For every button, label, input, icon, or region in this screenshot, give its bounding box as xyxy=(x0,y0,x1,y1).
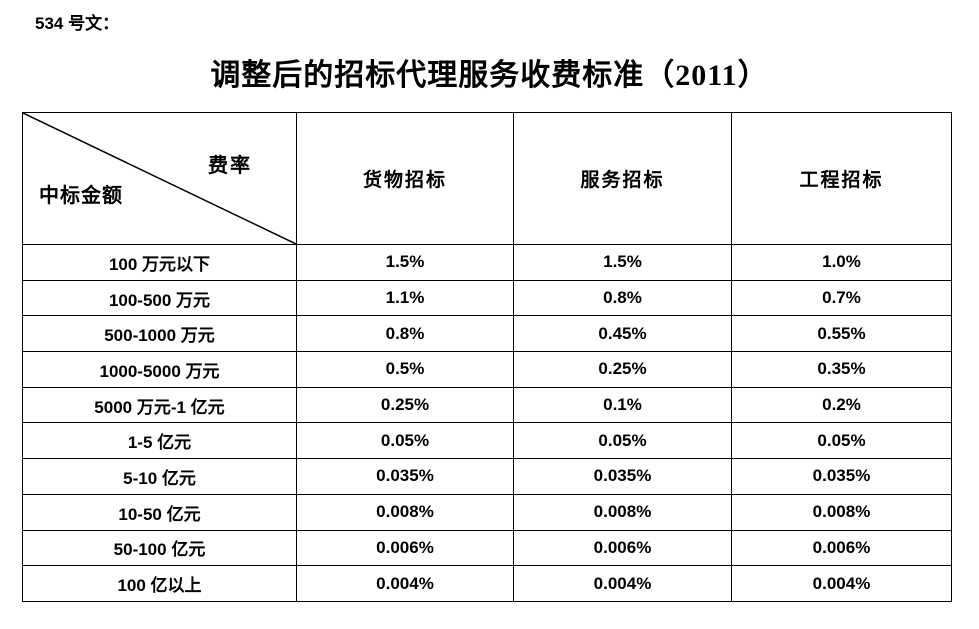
table-row: 100 万元以下 1.5% 1.5% 1.0% xyxy=(22,244,952,281)
amount-cell: 100 亿以上 xyxy=(22,565,297,602)
services-rate-cell: 0.45% xyxy=(513,315,732,353)
services-rate-cell: 0.25% xyxy=(513,351,732,388)
works-rate-cell: 0.006% xyxy=(731,529,952,567)
services-rate-cell: 0.004% xyxy=(513,565,732,602)
diagonal-divider-line xyxy=(23,113,296,244)
column-header-goods-bidding: 货物招标 xyxy=(296,112,514,245)
header-row: 费率 中标金额 货物招标 服务招标 工程招标 xyxy=(22,112,952,245)
goods-rate-cell: 0.8% xyxy=(296,315,514,353)
goods-rate-cell: 0.006% xyxy=(296,529,514,567)
page-title: 调整后的招标代理服务收费标准（2011） xyxy=(210,59,769,92)
goods-rate-cell: 0.5% xyxy=(296,351,514,388)
corner-header-cell: 费率 中标金额 xyxy=(22,112,297,245)
corner-label-bid-amount: 中标金额 xyxy=(39,185,123,207)
services-rate-cell: 0.8% xyxy=(513,279,732,317)
table-row: 1000-5000 万元 0.5% 0.25% 0.35% xyxy=(22,351,952,388)
fee-rate-table: 费率 中标金额 货物招标 服务招标 工程招标 100 万元以下 1.5% 1.5… xyxy=(22,112,952,602)
works-rate-cell: 0.004% xyxy=(731,565,952,602)
goods-rate-cell: 1.1% xyxy=(296,279,514,317)
amount-cell: 10-50 亿元 xyxy=(22,493,297,531)
goods-rate-cell: 0.035% xyxy=(296,458,514,495)
table-row: 5-10 亿元 0.035% 0.035% 0.035% xyxy=(22,458,952,495)
goods-rate-cell: 0.008% xyxy=(296,493,514,531)
works-rate-cell: 0.05% xyxy=(731,422,952,460)
works-rate-cell: 0.2% xyxy=(731,386,952,424)
services-rate-cell: 0.1% xyxy=(513,386,732,424)
column-header-service-bidding: 服务招标 xyxy=(513,112,732,245)
services-rate-cell: 0.008% xyxy=(513,493,732,531)
services-rate-cell: 0.05% xyxy=(513,422,732,460)
table-body: 100 万元以下 1.5% 1.5% 1.0% 100-500 万元 1.1% … xyxy=(22,244,952,602)
services-rate-cell: 0.006% xyxy=(513,529,732,567)
goods-rate-cell: 0.25% xyxy=(296,386,514,424)
table-row: 100-500 万元 1.1% 0.8% 0.7% xyxy=(22,279,952,317)
amount-cell: 500-1000 万元 xyxy=(22,315,297,353)
amount-cell: 5000 万元-1 亿元 xyxy=(22,386,297,424)
table-row: 50-100 亿元 0.006% 0.006% 0.006% xyxy=(22,529,952,567)
goods-rate-cell: 1.5% xyxy=(296,244,514,281)
goods-rate-cell: 0.05% xyxy=(296,422,514,460)
table-row: 500-1000 万元 0.8% 0.45% 0.55% xyxy=(22,315,952,353)
works-rate-cell: 1.0% xyxy=(731,244,952,281)
corner-label-fee-rate: 费率 xyxy=(208,155,252,177)
table-row: 1-5 亿元 0.05% 0.05% 0.05% xyxy=(22,422,952,460)
services-rate-cell: 0.035% xyxy=(513,458,732,495)
amount-cell: 100-500 万元 xyxy=(22,279,297,317)
works-rate-cell: 0.55% xyxy=(731,315,952,353)
amount-cell: 1000-5000 万元 xyxy=(22,351,297,388)
table-row: 100 亿以上 0.004% 0.004% 0.004% xyxy=(22,565,952,602)
table-header: 费率 中标金额 货物招标 服务招标 工程招标 xyxy=(22,112,952,245)
document-number-label: 534 号文： xyxy=(35,14,120,33)
works-rate-cell: 0.7% xyxy=(731,279,952,317)
amount-cell: 1-5 亿元 xyxy=(22,422,297,460)
goods-rate-cell: 0.004% xyxy=(296,565,514,602)
services-rate-cell: 1.5% xyxy=(513,244,732,281)
table-row: 10-50 亿元 0.008% 0.008% 0.008% xyxy=(22,493,952,531)
works-rate-cell: 0.035% xyxy=(731,458,952,495)
amount-cell: 50-100 亿元 xyxy=(22,529,297,567)
works-rate-cell: 0.008% xyxy=(731,493,952,531)
table-row: 5000 万元-1 亿元 0.25% 0.1% 0.2% xyxy=(22,386,952,424)
works-rate-cell: 0.35% xyxy=(731,351,952,388)
amount-cell: 100 万元以下 xyxy=(22,244,297,281)
amount-cell: 5-10 亿元 xyxy=(22,458,297,495)
column-header-engineering-bidding: 工程招标 xyxy=(731,112,952,245)
